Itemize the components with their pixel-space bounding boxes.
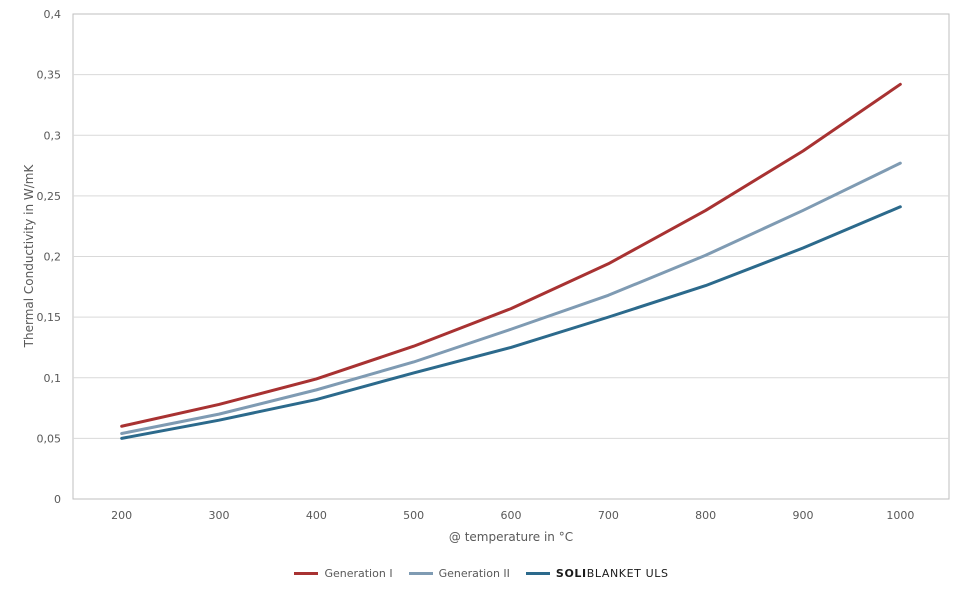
- x-tick-label: 800: [695, 509, 716, 522]
- y-tick-label: 0,1: [44, 372, 62, 385]
- x-tick-label: 700: [598, 509, 619, 522]
- legend-swatch-generation-2: [408, 571, 433, 575]
- legend-swatch-generation-1: [294, 571, 319, 575]
- x-tick-label: 300: [209, 509, 230, 522]
- series-lines: [120, 82, 902, 440]
- x-tick-label: 600: [501, 509, 522, 522]
- y-tick-label: 0,05: [37, 432, 62, 445]
- x-tick-label: 900: [793, 509, 814, 522]
- legend-swatch-soliblanket: [525, 571, 550, 575]
- y-tick-labels: 0 0,05 0,1 0,15 0,2 0,25 0,3 0,35 0,4: [37, 8, 62, 506]
- legend-label-soliblanket: SOLIBLANKET ULS: [556, 567, 669, 580]
- legend-item-generation-1: Generation I: [294, 566, 393, 580]
- gridlines: [72, 13, 950, 500]
- series-line-3: [120, 205, 902, 440]
- x-tick-labels: 200 300 400 500 600 700 800 900 1000: [111, 509, 914, 522]
- brand-bold-text: SOLI: [555, 566, 587, 580]
- y-tick-label: 0,3: [44, 129, 62, 142]
- legend-label-generation-2: Generation II: [438, 566, 510, 580]
- y-tick-label: 0,35: [37, 69, 62, 82]
- y-tick-label: 0,2: [44, 251, 62, 264]
- x-tick-label: 200: [111, 509, 132, 522]
- y-tick-label: 0,4: [44, 8, 62, 21]
- legend: Generation I Generation II SOLIBLANKET U…: [0, 563, 963, 583]
- x-tick-label: 1000: [886, 509, 914, 522]
- x-axis-title: @ temperature in °C: [449, 530, 573, 544]
- legend-item-soliblanket: SOLIBLANKET ULS: [525, 567, 669, 580]
- x-tick-label: 400: [306, 509, 327, 522]
- y-tick-label: 0: [54, 493, 61, 506]
- y-axis-title: Thermal Conductivity in W/mK: [22, 164, 36, 349]
- series-line-1: [120, 82, 902, 428]
- series-line-2: [120, 161, 902, 436]
- legend-item-generation-2: Generation II: [408, 566, 510, 580]
- y-tick-label: 0,25: [37, 190, 62, 203]
- x-tick-label: 500: [403, 509, 424, 522]
- brand-rest-text: BLANKET ULS: [586, 566, 669, 580]
- y-tick-label: 0,15: [37, 311, 62, 324]
- legend-label-generation-1: Generation I: [324, 566, 393, 580]
